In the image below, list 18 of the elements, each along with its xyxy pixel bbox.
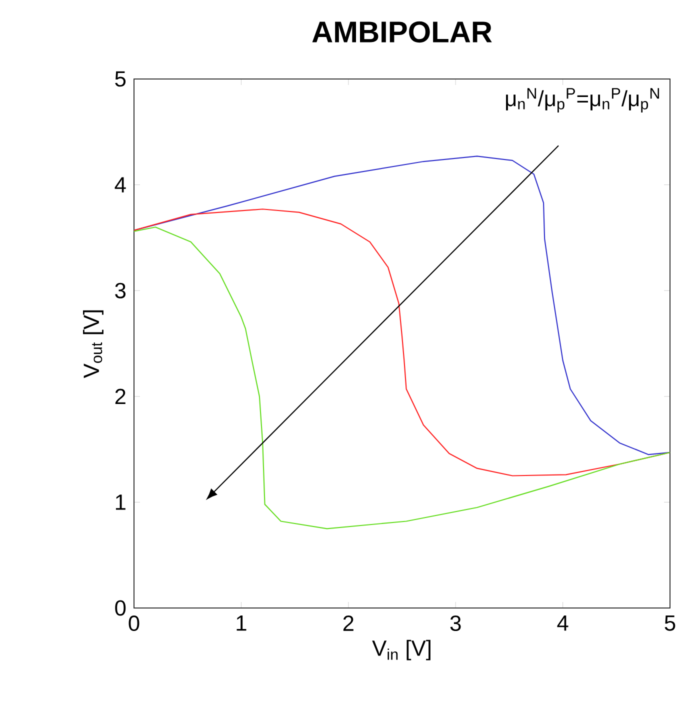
x-tick-label: 1 [236, 616, 246, 631]
y-tick-label: 1 [116, 494, 126, 510]
y-tick-label: 2 [115, 388, 126, 404]
y-tick-label: 3 [115, 282, 126, 298]
x-tick-label: 5 [664, 616, 676, 631]
x-axis-title: V$_{in}$ [V] [372, 640, 430, 660]
x-tick-label: 2 [343, 616, 354, 631]
y-tick-label: 0 [115, 600, 126, 616]
x-tick-label: 0 [128, 616, 140, 632]
x-tick-label: 3 [450, 616, 461, 632]
y-tick-label: 5 [115, 71, 126, 87]
text: μ$_{n}$$^{N}$/μ$_{p}$$^{P}$=μ$_{n}$$^{P}$/μ$_{p}$N [506, 88, 660, 112]
x-tick-label: 4 [557, 616, 568, 631]
y-axis-title: V$_{out}$ [V] [83, 310, 104, 378]
y-tick-label: 4 [114, 177, 126, 192]
line-series [134, 226, 670, 530]
chart-title: AMBIPOLAR [312, 21, 492, 43]
line-series [134, 156, 670, 456]
